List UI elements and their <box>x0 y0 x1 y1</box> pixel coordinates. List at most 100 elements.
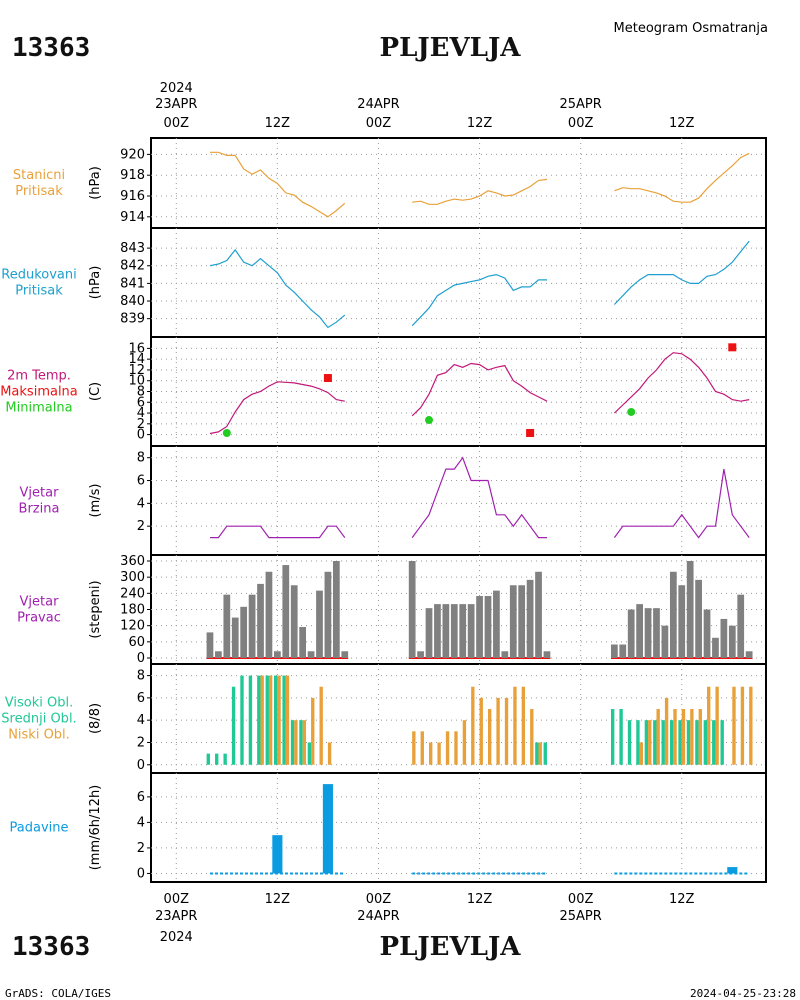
bar <box>695 720 699 765</box>
bar <box>627 720 632 765</box>
date-label-top: 23APR <box>155 97 197 112</box>
bar <box>703 609 711 658</box>
bar <box>257 675 261 765</box>
bar <box>509 585 517 658</box>
bar <box>535 742 539 765</box>
bar <box>661 625 669 658</box>
axis-unit-label: (hPa) <box>88 266 103 300</box>
bar <box>636 604 643 658</box>
year-label-top: 2024 <box>160 81 193 96</box>
bar <box>425 608 433 658</box>
y-tick-label: 14 <box>128 352 145 367</box>
bar <box>644 608 652 658</box>
series-line <box>209 381 345 435</box>
bar <box>459 604 467 658</box>
bar <box>644 720 649 765</box>
bar <box>686 561 694 658</box>
series-line <box>411 362 548 417</box>
panel-label: Vjetar <box>20 486 60 501</box>
bar <box>619 644 627 658</box>
bar <box>610 644 618 658</box>
product-title: Meteogram Osmatranja <box>614 21 768 36</box>
bar <box>538 742 542 765</box>
bar <box>690 709 694 765</box>
bar <box>307 651 315 658</box>
y-tick-label: 841 <box>120 276 145 291</box>
bar <box>732 686 736 765</box>
bar <box>412 731 416 765</box>
bar <box>707 686 711 765</box>
panel-label: 2m Temp. <box>7 369 71 384</box>
bar <box>316 590 323 658</box>
bar <box>277 675 281 765</box>
bar <box>260 675 264 765</box>
y-tick-label: 6 <box>137 691 145 706</box>
bar <box>420 731 424 765</box>
y-tick-label: 300 <box>120 570 145 585</box>
y-tick-label: 840 <box>120 294 145 309</box>
y-tick-label: 4 <box>137 406 145 421</box>
bar <box>471 686 475 765</box>
footer-right: 2024-04-25-23:28 <box>690 987 796 1000</box>
y-tick-label: 2 <box>137 841 145 856</box>
bar <box>740 686 745 765</box>
bar <box>324 571 332 658</box>
time-tick-label-top: 12Z <box>669 116 695 131</box>
min-temp-marker <box>425 416 434 425</box>
bar <box>698 709 702 765</box>
max-temp-marker <box>728 343 737 352</box>
series-line <box>613 352 750 414</box>
series-line <box>412 178 548 205</box>
y-tick-label: 10 <box>128 374 145 389</box>
date-label-bottom: 24APR <box>357 909 399 924</box>
bar <box>282 675 286 765</box>
time-tick-label-bottom: 12Z <box>669 892 695 907</box>
y-tick-label: 0 <box>137 651 145 666</box>
series-line <box>210 151 346 218</box>
bar <box>664 697 669 765</box>
y-tick-label: 180 <box>120 603 145 618</box>
bar <box>311 697 315 765</box>
time-tick-label-bottom: 00Z <box>568 892 594 907</box>
date-label-bottom: 25APR <box>560 909 602 924</box>
axis-unit-label: (hPa) <box>88 166 103 200</box>
station-name-bottom: PLJEVLJA <box>380 932 522 962</box>
bar <box>535 571 542 658</box>
panel-label: Stanicni <box>13 168 65 183</box>
bar <box>467 604 475 658</box>
bar <box>636 720 640 765</box>
bar <box>720 720 724 765</box>
panel-frame <box>150 137 767 229</box>
bar <box>434 604 441 658</box>
bar <box>408 561 416 658</box>
panel-label: Visoki Obl. <box>5 696 73 711</box>
y-tick-label: 12 <box>128 363 145 378</box>
y-tick-label: 2 <box>137 417 145 432</box>
bar <box>299 627 307 658</box>
bar <box>504 697 509 765</box>
time-tick-label-bottom: 00Z <box>366 892 392 907</box>
bar <box>206 753 210 765</box>
min-temp-marker <box>222 428 231 437</box>
series-line <box>613 468 750 539</box>
bar <box>653 608 660 658</box>
bar <box>715 686 719 765</box>
bar <box>429 742 433 765</box>
bar <box>737 594 745 658</box>
time-tick-label-top: 00Z <box>366 116 392 131</box>
panel-frame <box>150 772 767 883</box>
station-id-bottom: 13363 <box>12 932 90 962</box>
time-tick-label-bottom: 00Z <box>164 892 190 907</box>
axis-unit-label: (m/s) <box>88 484 103 518</box>
bar <box>681 709 686 765</box>
bar <box>223 594 231 658</box>
y-tick-label: 16 <box>128 341 145 356</box>
bar <box>341 651 349 658</box>
y-tick-label: 120 <box>120 619 145 634</box>
bar <box>703 720 708 765</box>
bar <box>302 720 307 765</box>
y-tick-label: 914 <box>120 210 145 225</box>
